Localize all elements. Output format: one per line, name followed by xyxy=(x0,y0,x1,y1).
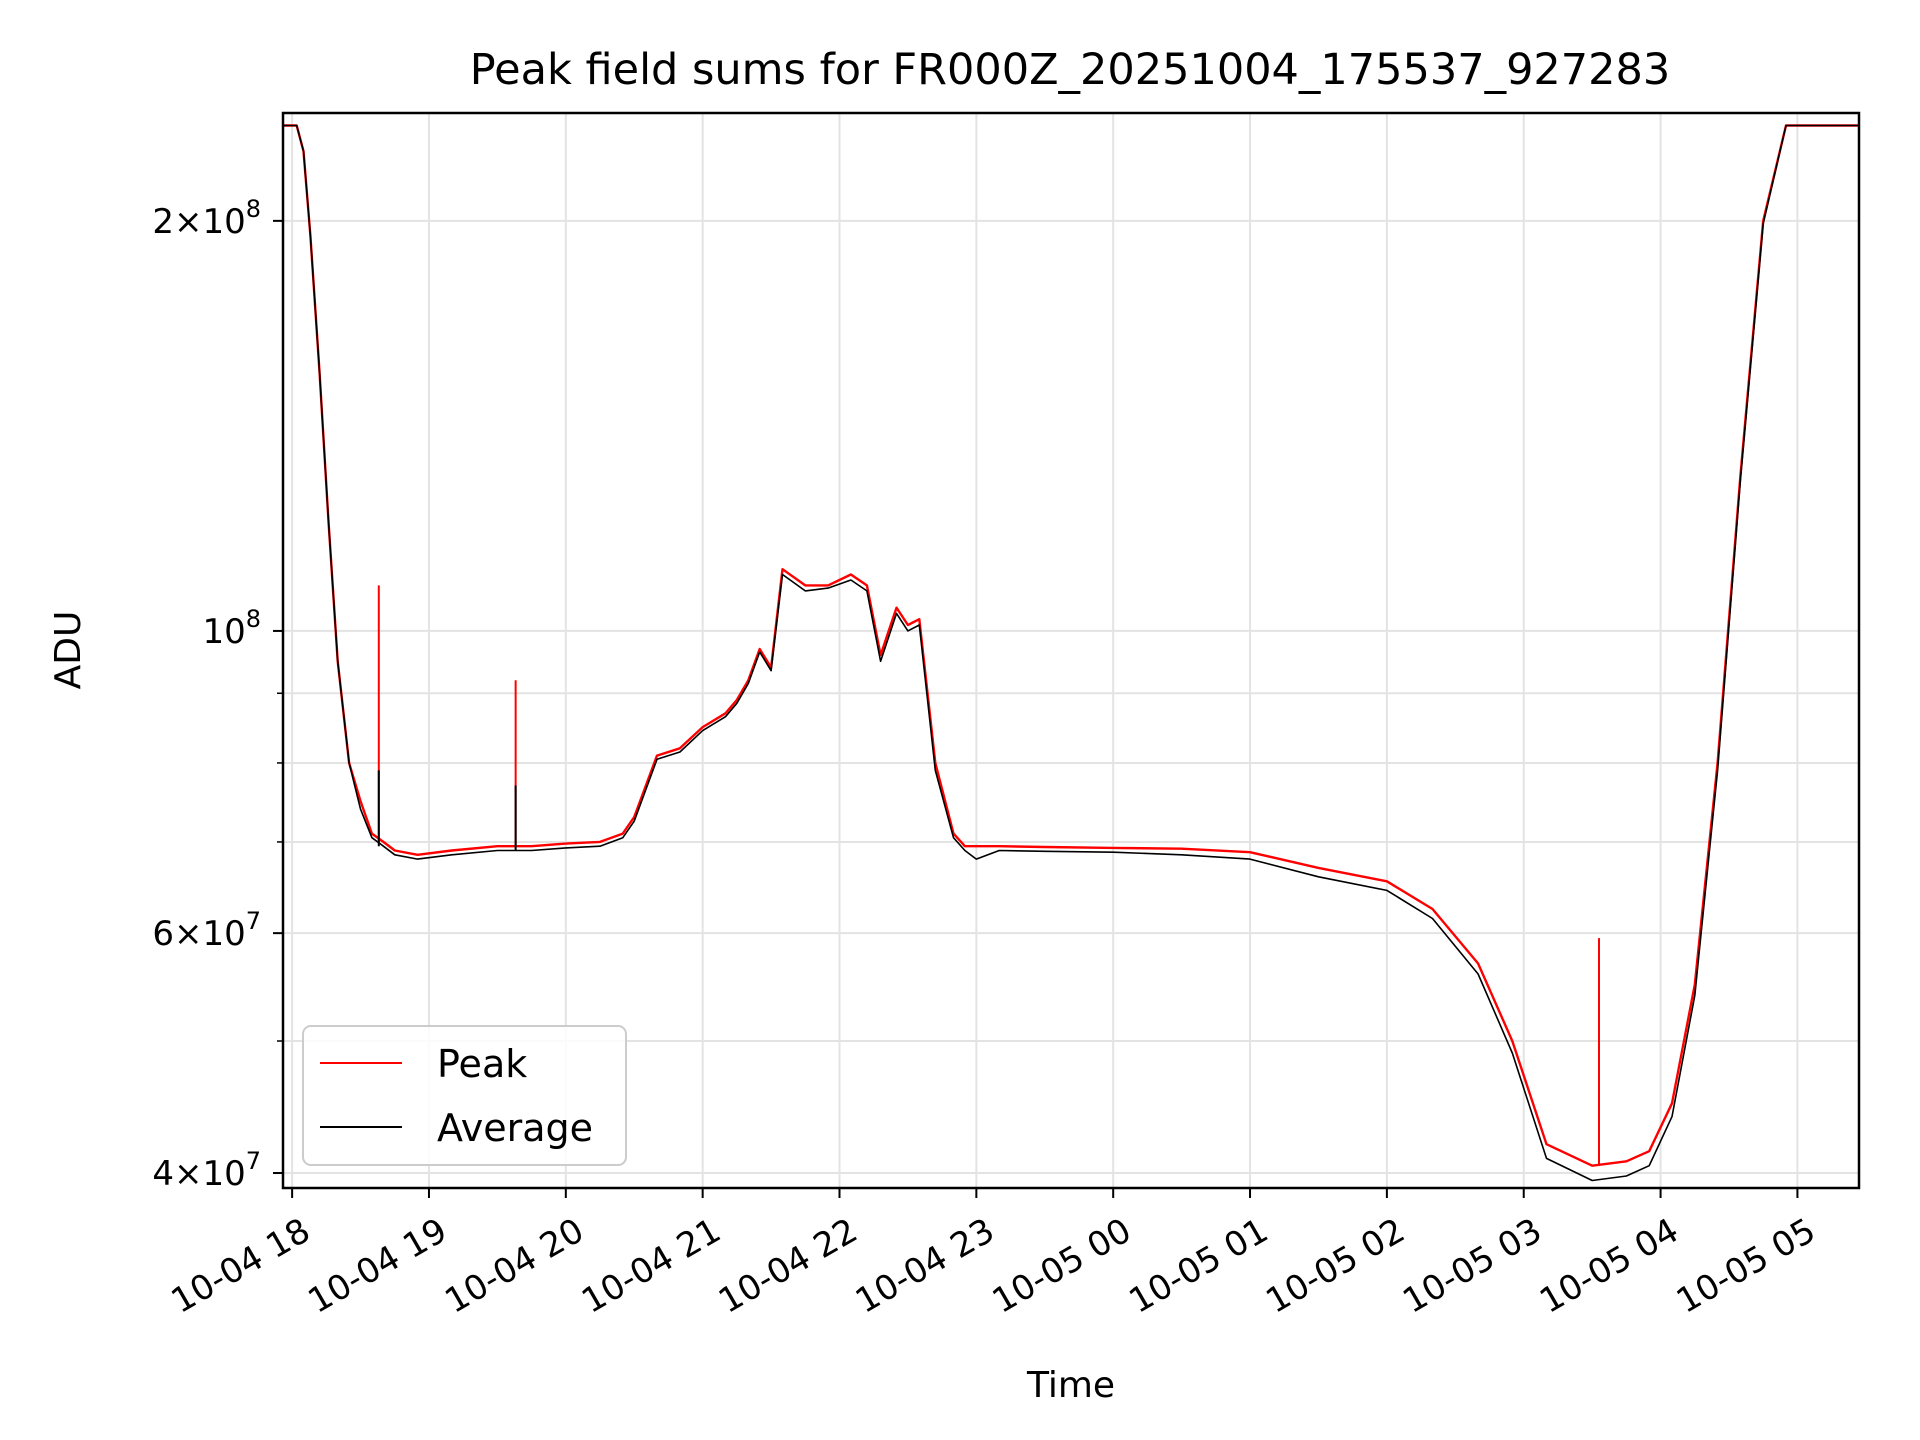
y-tick-label: 2×108 xyxy=(152,195,261,242)
series-line-average xyxy=(283,124,1859,1182)
legend-average-label: Average xyxy=(437,1106,593,1150)
series-layer xyxy=(283,124,1859,1182)
x-axis-label: Time xyxy=(1026,1365,1115,1406)
y-tick-label: 6×107 xyxy=(152,907,261,954)
y-tick-label: 108 xyxy=(202,605,261,652)
legend-peak-label: Peak xyxy=(437,1042,527,1086)
plot-frame xyxy=(281,111,1861,1190)
series-line-peak xyxy=(283,124,1859,1167)
legend: Peak Average xyxy=(302,1025,627,1166)
chart-title: Peak field sums for FR000Z_20251004_1755… xyxy=(470,45,1670,95)
gridlines xyxy=(283,113,1859,1188)
y-axis: 4×107 6×107 108 2×108 xyxy=(152,195,283,1194)
legend-box xyxy=(302,1025,627,1166)
y-axis-label: ADU xyxy=(48,611,89,690)
y-tick-label: 4×107 xyxy=(152,1147,261,1194)
